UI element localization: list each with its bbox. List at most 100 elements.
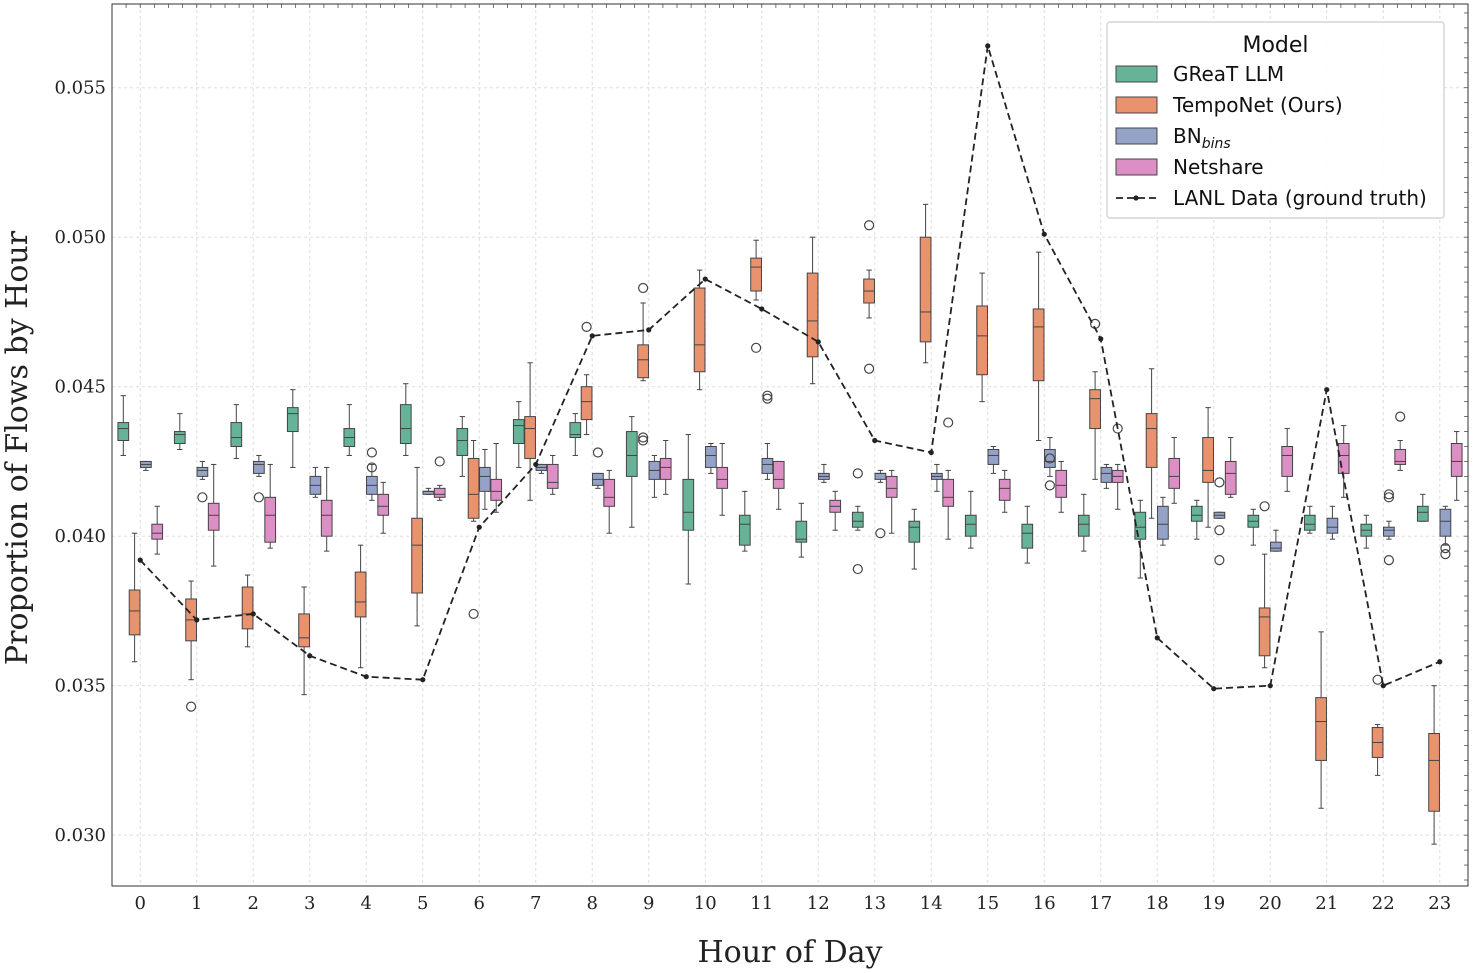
box xyxy=(761,457,774,474)
box xyxy=(942,478,955,507)
outlier-point xyxy=(1044,453,1056,464)
box-series xyxy=(117,203,1463,845)
box xyxy=(320,499,333,537)
outlier-point xyxy=(366,462,377,473)
box xyxy=(1032,308,1045,382)
outlier-point xyxy=(197,492,208,503)
box xyxy=(998,478,1011,501)
box xyxy=(1021,523,1034,549)
series-temponet-ours- xyxy=(128,203,1440,845)
box xyxy=(806,272,819,358)
ground-truth-point xyxy=(1154,635,1160,641)
outlier-point xyxy=(1383,489,1395,500)
box xyxy=(874,472,887,480)
ground-truth-point xyxy=(363,674,369,680)
box xyxy=(716,466,729,489)
x-tick-label: 14 xyxy=(920,893,943,914)
ground-truth-point xyxy=(1098,336,1104,342)
ground-truth-point xyxy=(420,677,426,683)
box xyxy=(908,520,921,543)
box xyxy=(1157,505,1169,540)
outlier-point xyxy=(1383,492,1395,503)
x-tick-label: 12 xyxy=(807,893,830,914)
box xyxy=(399,404,412,445)
outlier-point xyxy=(592,447,604,458)
legend-label: TempoNet (Ours) xyxy=(1172,93,1343,117)
x-tick-label: 17 xyxy=(1089,893,1112,914)
box xyxy=(1258,607,1271,657)
box xyxy=(377,493,390,516)
box xyxy=(1134,511,1147,540)
x-tick-label: 21 xyxy=(1315,893,1338,914)
legend-label: GReaT LLM xyxy=(1173,62,1284,86)
outlier-point xyxy=(186,701,197,712)
ground-truth-point xyxy=(137,557,143,563)
outlier-point xyxy=(762,390,773,401)
outlier-point xyxy=(468,608,479,620)
x-tick-label: 19 xyxy=(1202,893,1225,914)
box xyxy=(467,457,480,519)
box xyxy=(772,460,785,489)
box xyxy=(569,422,582,439)
box xyxy=(1202,437,1214,483)
box xyxy=(1190,505,1203,522)
ground-truth-polyline xyxy=(139,45,1441,690)
outlier-point xyxy=(762,393,773,404)
outlier-point xyxy=(1259,501,1270,512)
y-tick-labels: 0.030 0.035 0.040 0.045 0.050 0.055 xyxy=(54,78,106,846)
box xyxy=(512,419,525,445)
box xyxy=(851,511,864,528)
legend-title: Model xyxy=(1242,33,1308,58)
ground-truth-point xyxy=(1211,686,1217,692)
x-tick-label: 0 xyxy=(135,893,146,914)
box xyxy=(173,431,186,445)
box xyxy=(1326,517,1339,534)
box xyxy=(479,466,491,492)
ground-truth-point xyxy=(1324,387,1330,393)
legend-swatch xyxy=(1115,96,1158,114)
legend-box xyxy=(1106,21,1445,219)
box xyxy=(1383,526,1395,537)
box xyxy=(253,460,265,474)
outlier-point xyxy=(637,432,649,443)
x-tick-label: 15 xyxy=(976,893,999,914)
ground-truth-point xyxy=(476,524,482,530)
box xyxy=(1224,460,1237,495)
legend-label-subscript: bins xyxy=(1202,136,1231,152)
y-tick-label: 0.045 xyxy=(54,377,106,398)
x-tick-label: 3 xyxy=(304,893,315,914)
box xyxy=(456,428,469,456)
box xyxy=(151,523,164,540)
box xyxy=(964,514,977,537)
box xyxy=(1281,445,1294,477)
box xyxy=(1077,514,1090,537)
box xyxy=(580,386,593,421)
ground-truth-point xyxy=(928,449,934,456)
outlier-point xyxy=(253,492,264,503)
outlier-point xyxy=(1372,674,1383,685)
box xyxy=(1337,443,1350,474)
ground-truth-point xyxy=(533,461,539,468)
box xyxy=(1100,466,1113,483)
series-great-llm xyxy=(117,383,1429,585)
box xyxy=(411,517,423,594)
box xyxy=(1303,514,1316,531)
outlier-point xyxy=(1440,543,1451,554)
x-tick-label: 2 xyxy=(248,893,259,914)
y-tick-label: 0.050 xyxy=(54,227,106,248)
box xyxy=(885,475,898,498)
ground-truth-point xyxy=(646,327,652,333)
outlier-point xyxy=(863,363,875,374)
box xyxy=(117,422,130,442)
outlier-point xyxy=(1383,555,1395,566)
x-tick-label: 1 xyxy=(191,893,202,914)
outlier-point xyxy=(1214,555,1225,566)
x-tick-label: 10 xyxy=(694,893,717,914)
box xyxy=(1270,541,1282,552)
x-tick-label: 9 xyxy=(643,893,654,914)
box xyxy=(1089,389,1101,430)
legend-swatch xyxy=(1115,127,1158,145)
box xyxy=(693,287,706,373)
